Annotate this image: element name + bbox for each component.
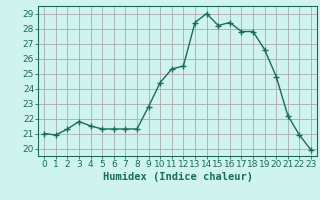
X-axis label: Humidex (Indice chaleur): Humidex (Indice chaleur): [103, 172, 252, 182]
